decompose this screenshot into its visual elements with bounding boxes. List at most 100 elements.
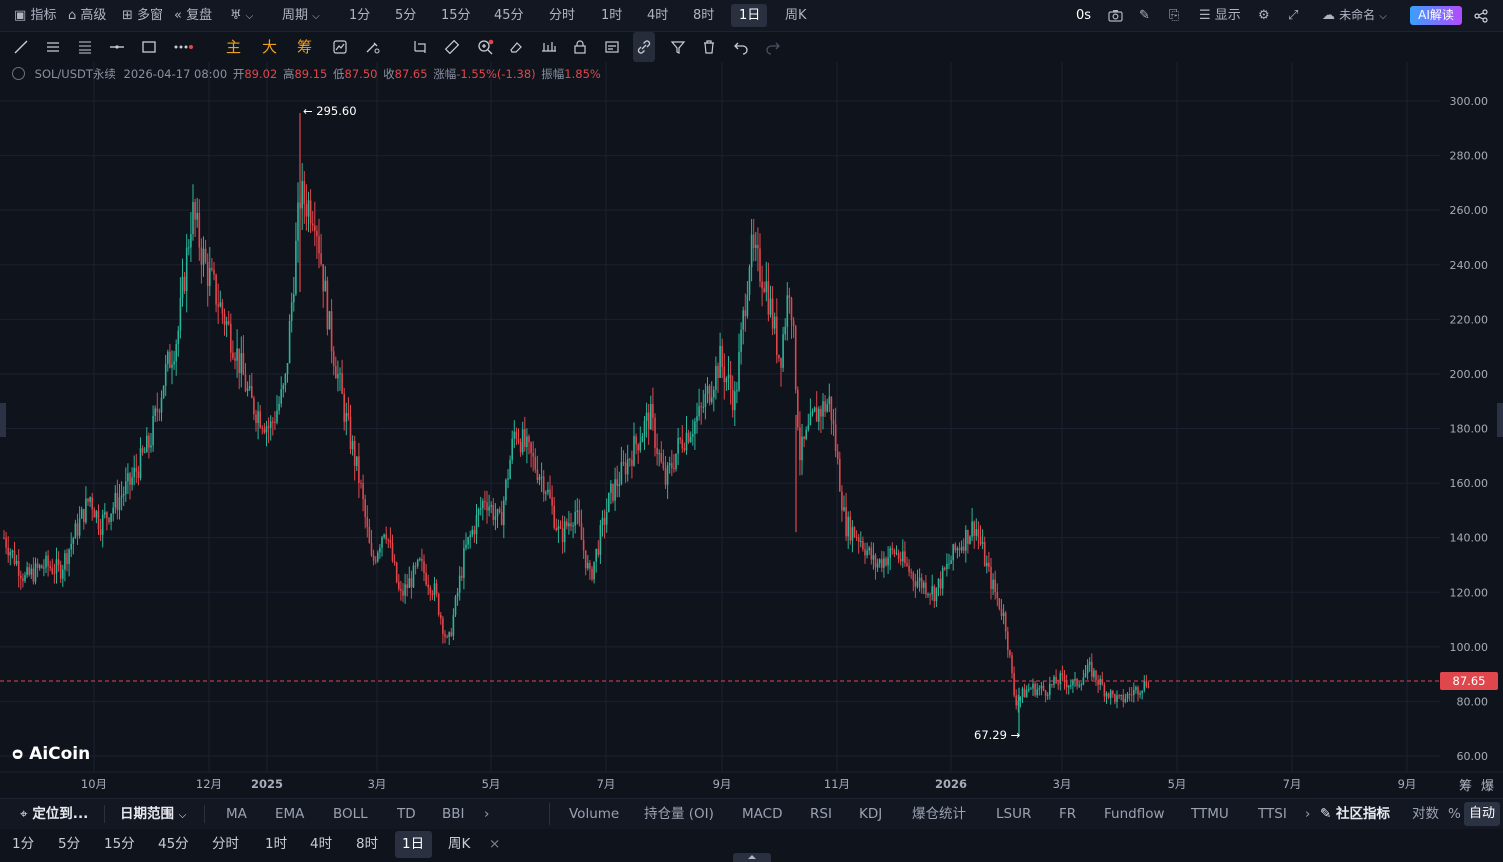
bottom-interval-45m[interactable]: 45分 — [158, 836, 189, 852]
collapse-handle[interactable] — [733, 853, 771, 862]
chevron-right-icon[interactable]: › — [1305, 806, 1311, 822]
gear-icon[interactable]: ⚙ — [1258, 8, 1270, 23]
interval-1d[interactable]: 1日 — [739, 8, 761, 23]
candle-body — [209, 268, 211, 287]
replay-button[interactable]: « 复盘 — [174, 8, 213, 23]
close-icon[interactable]: × — [489, 836, 501, 852]
indicator-macd[interactable]: MACD — [742, 806, 783, 822]
share-icon[interactable] — [1474, 0, 1488, 31]
undo-icon[interactable] — [730, 32, 752, 62]
indicator-td[interactable]: TD — [397, 806, 416, 822]
bottom-interval-1h[interactable]: 1时 — [265, 836, 288, 852]
bottom-interval-8h[interactable]: 8时 — [356, 836, 379, 852]
interval-15m[interactable]: 15分 — [441, 8, 471, 23]
fullscreen-icon[interactable]: ⤢ — [1288, 8, 1299, 23]
bottom-interval-4h[interactable]: 4时 — [310, 836, 333, 852]
candle-body — [139, 448, 142, 479]
pencil-icon[interactable]: ✎ — [1139, 8, 1150, 23]
lock-icon[interactable] — [569, 32, 591, 62]
time-axis[interactable]: 10月 12月 2025 3月 5月 7月 9月 11月 2026 3月 5月 7月 9月 — [81, 777, 1416, 791]
fib-tool-icon[interactable] — [74, 32, 96, 62]
ai-interpret-button[interactable]: AI解读 — [1410, 6, 1462, 25]
bottom-interval-15m[interactable]: 15分 — [104, 836, 135, 852]
parallel-lines-tool-icon[interactable] — [42, 32, 64, 62]
chip-axis-label[interactable]: 筹 — [1459, 779, 1473, 794]
indicator-compare-icon[interactable] — [329, 32, 351, 62]
indicator-ma[interactable]: MA — [226, 806, 247, 822]
horizontal-line-tool-icon[interactable] — [106, 32, 128, 62]
rectangle-tool-icon[interactable] — [138, 32, 160, 62]
select-tool-icon[interactable] — [409, 32, 431, 62]
chevron-right-icon[interactable]: › — [484, 806, 490, 822]
interval-1m[interactable]: 1分 — [349, 8, 371, 23]
indicator-fr[interactable]: FR — [1059, 806, 1077, 822]
bottom-interval-1m[interactable]: 1分 — [12, 836, 35, 852]
camera-icon[interactable] — [1108, 0, 1123, 31]
locate-button[interactable]: ⌖ 定位到... — [20, 806, 89, 822]
bottom-interval-weekly[interactable]: 周K — [448, 836, 471, 852]
interval-5m[interactable]: 5分 — [395, 8, 417, 23]
indicator-rsi[interactable]: RSI — [810, 806, 832, 822]
price-axis[interactable]: 300.00 280.00 260.00 240.00 220.00 200.00 180.… — [1450, 95, 1489, 763]
magnet-icon[interactable] — [537, 32, 559, 62]
candle-body — [891, 548, 894, 551]
clipboard-icon[interactable]: ⎘ — [1169, 8, 1180, 23]
indicator-ttmu[interactable]: TTMU — [1191, 806, 1229, 822]
indicator-kdj[interactable]: KDJ — [859, 806, 883, 822]
redo-icon[interactable] — [762, 32, 784, 62]
big-order-toggle[interactable]: 大 — [262, 38, 278, 56]
liquidation-axis-label[interactable]: 爆 — [1481, 779, 1495, 794]
link-icon[interactable] — [633, 32, 655, 62]
advanced-button[interactable]: ⌂ 高级 — [68, 8, 107, 23]
interval-weekly[interactable]: 周K — [785, 8, 807, 23]
interval-1h[interactable]: 1时 — [601, 8, 623, 23]
chart-type-dropdown[interactable]: ♅ ⌵ — [230, 0, 253, 31]
interval-45m[interactable]: 45分 — [494, 8, 524, 23]
indicator-oi[interactable]: 持仓量 (OI) — [644, 806, 714, 822]
indicator-bbi[interactable]: BBI — [442, 806, 465, 822]
ohlc-info-line: SOL/USDT永续 2026-04-17 08:00 开89.02 高89.1… — [12, 66, 601, 82]
draw-settings-icon[interactable] — [362, 32, 384, 62]
interval-8h[interactable]: 8时 — [693, 8, 715, 23]
candle-body — [805, 429, 807, 440]
trendline-tool-icon[interactable] — [10, 32, 32, 62]
zoom-icon[interactable] — [474, 32, 496, 62]
eraser-icon[interactable] — [505, 32, 527, 62]
display-button[interactable]: ☰ 显示 — [1199, 8, 1241, 23]
candle-body — [962, 546, 965, 551]
more-tools-icon[interactable] — [170, 32, 193, 62]
bottom-interval-5m[interactable]: 5分 — [58, 836, 81, 852]
indicator-lsur[interactable]: LSUR — [996, 806, 1032, 822]
chip-distribution-toggle[interactable]: 筹 — [297, 38, 313, 56]
bottom-interval-timeshare[interactable]: 分时 — [212, 836, 239, 852]
ruler-icon[interactable] — [441, 32, 463, 62]
interval-timeshare[interactable]: 分时 — [549, 8, 576, 23]
right-panel-handle[interactable] — [1497, 403, 1503, 437]
candle-body — [322, 264, 324, 292]
price-chart[interactable]: 300.00 280.00 260.00 240.00 220.00 200.00 180.… — [0, 62, 1503, 797]
trash-icon[interactable] — [698, 32, 720, 62]
indicator-liquidation[interactable]: 爆仓统计 — [912, 806, 966, 822]
date-range-dropdown[interactable]: 日期范围 ⌵ — [120, 806, 187, 822]
indicators-button[interactable]: ▣ 指标 — [14, 8, 57, 23]
symbol-label[interactable]: SOL/USDT永续 — [34, 67, 116, 81]
template-icon[interactable] — [601, 32, 623, 62]
filter-icon[interactable] — [667, 32, 689, 62]
percent-scale-toggle[interactable]: % — [1448, 806, 1461, 822]
log-scale-toggle[interactable]: 对数 — [1412, 806, 1439, 822]
indicator-boll[interactable]: BOLL — [333, 806, 368, 822]
indicator-ttsi[interactable]: TTSI — [1258, 806, 1287, 822]
community-indicators-button[interactable]: ✎ 社区指标 — [1320, 806, 1391, 822]
auto-scale-toggle[interactable]: 自动 — [1464, 802, 1500, 826]
interval-4h[interactable]: 4时 — [647, 8, 669, 23]
indicator-volume[interactable]: Volume — [569, 806, 620, 822]
multi-window-button[interactable]: ⊞ 多窗 — [122, 8, 164, 23]
candle-body — [878, 559, 881, 564]
bottom-interval-1d[interactable]: 1日 — [402, 836, 425, 852]
layout-name-dropdown[interactable]: ☁ 未命名 ⌵ — [1322, 8, 1387, 23]
indicator-fundflow[interactable]: Fundflow — [1104, 806, 1165, 822]
indicator-ema[interactable]: EMA — [275, 806, 305, 822]
period-dropdown[interactable]: 周期 ⌵ — [282, 8, 320, 23]
main-chip-toggle[interactable]: 主 — [226, 38, 242, 56]
left-panel-handle[interactable] — [0, 403, 6, 437]
